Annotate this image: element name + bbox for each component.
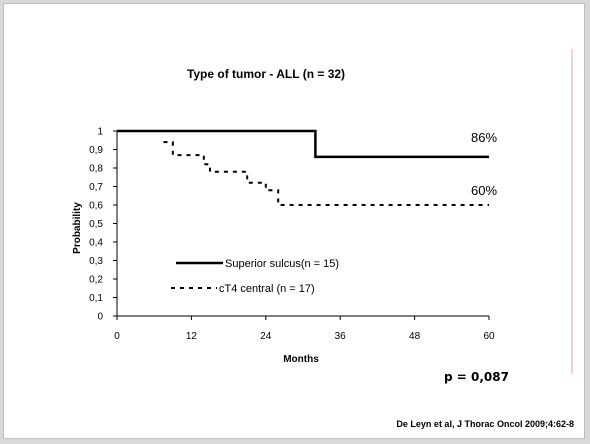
series-line-ct4-central xyxy=(163,141,489,206)
y-tick-label: 0,2 xyxy=(89,275,103,286)
y-tick-label: 0 xyxy=(97,312,103,323)
x-tick-label: 24 xyxy=(260,331,272,342)
legend-label-superior-sulcus: Superior sulcus(n = 15) xyxy=(225,258,339,270)
x-tick-label: 12 xyxy=(186,331,198,342)
slide: Type of tumor - ALL (n = 32) 0 0,1 0,2 0,3 0… xyxy=(3,3,585,439)
y-tick-label: 0,4 xyxy=(89,238,103,249)
y-tick-label: 0,5 xyxy=(89,219,103,230)
legend-label-ct4-central: cT4 central (n = 17) xyxy=(219,283,315,295)
end-label-ct4-central: 60% xyxy=(471,183,497,198)
source-citation: De Leyn et al, J Thorac Oncol 2009;4:62-… xyxy=(396,419,574,429)
chart-title: Type of tumor - ALL (n = 32) xyxy=(187,67,345,81)
end-label-superior-sulcus: 86% xyxy=(471,130,497,145)
y-tick-label: 0,3 xyxy=(89,256,103,267)
x-tick-label: 36 xyxy=(335,331,347,342)
y-tick-label: 0,7 xyxy=(89,182,103,193)
series-lines xyxy=(117,129,489,206)
y-tick-label: 0,6 xyxy=(89,201,103,212)
y-axis-ticks: 0 0,1 0,2 0,3 0,4 0,5 0,6 0,7 0,8 0,9 1 xyxy=(89,127,117,323)
x-axis-label: Months xyxy=(283,354,319,365)
y-axis-label: Probability xyxy=(72,202,83,254)
y-tick-label: 1 xyxy=(97,127,103,138)
y-tick-label: 0,1 xyxy=(89,293,103,304)
series-line-superior-sulcus xyxy=(117,129,489,159)
x-tick-label: 48 xyxy=(409,331,421,342)
x-tick-label: 0 xyxy=(114,331,120,342)
y-tick-label: 0,8 xyxy=(89,164,103,175)
p-value: p = 0,087 xyxy=(444,370,509,384)
x-axis-ticks: 0 12 24 36 48 60 xyxy=(114,316,495,342)
y-tick-label: 0,9 xyxy=(89,145,103,156)
legend: Superior sulcus(n = 15) cT4 central (n =… xyxy=(171,258,339,295)
km-survival-chart: Type of tumor - ALL (n = 32) 00,10,20,30… xyxy=(72,49,574,429)
x-tick-label: 60 xyxy=(483,331,495,342)
